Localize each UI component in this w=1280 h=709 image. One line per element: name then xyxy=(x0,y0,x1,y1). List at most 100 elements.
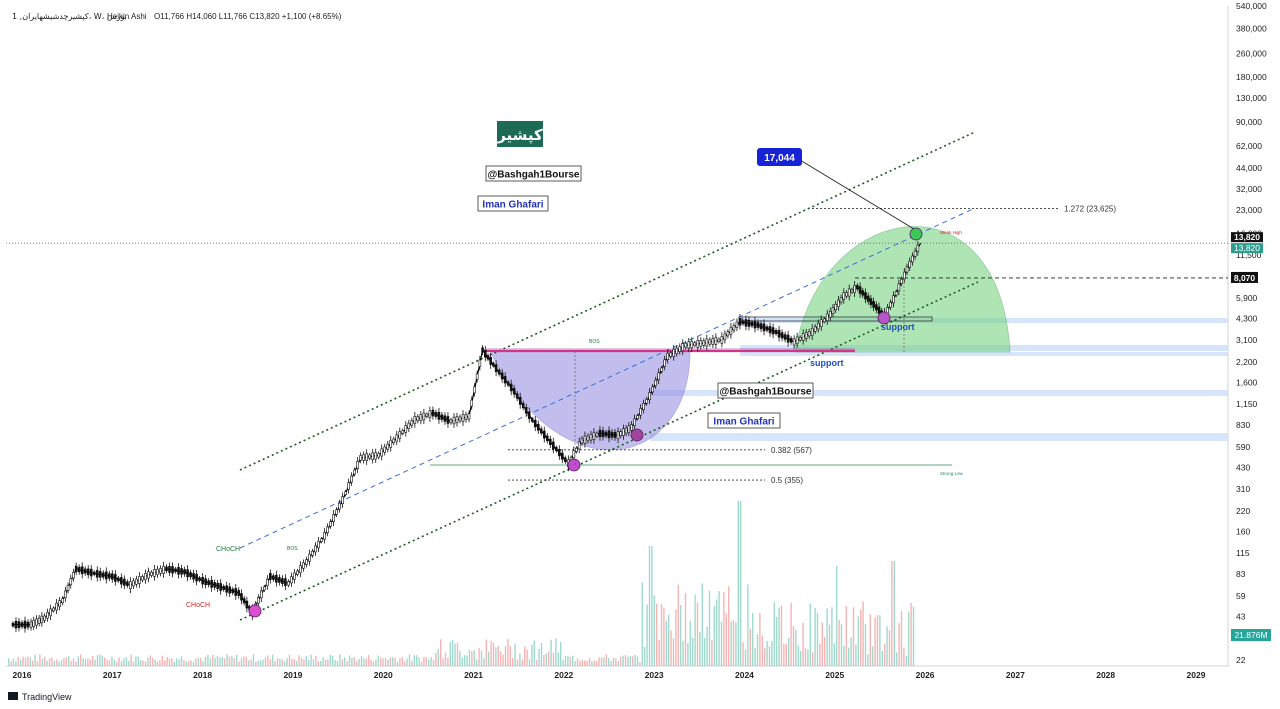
volume-bar xyxy=(39,654,41,666)
volume-bar xyxy=(852,607,855,666)
candle xyxy=(207,580,210,586)
author-tag: Iman Ghafari xyxy=(482,200,543,211)
candle xyxy=(681,343,685,352)
candle xyxy=(900,278,903,284)
volume-bar xyxy=(809,603,811,666)
candle xyxy=(518,396,522,405)
candle xyxy=(552,441,555,450)
volume-bar xyxy=(732,619,735,666)
candle xyxy=(353,469,356,475)
candle xyxy=(654,379,657,386)
volume-bar xyxy=(288,654,291,666)
candle xyxy=(114,574,117,582)
volume-bar xyxy=(749,628,751,666)
volume-bar xyxy=(370,660,372,666)
volume-bar xyxy=(387,660,389,666)
candle xyxy=(687,341,691,349)
volume-bar xyxy=(586,660,588,666)
price-series xyxy=(11,241,922,633)
volume-bar xyxy=(226,654,228,666)
candle xyxy=(413,415,417,424)
volume-bar xyxy=(420,661,423,666)
last-price-badge: 13,820 xyxy=(1234,243,1260,253)
volume-bar xyxy=(752,612,754,666)
volume-bar xyxy=(728,586,730,666)
volume-bar xyxy=(416,655,418,666)
structure-label: CHoCH xyxy=(216,546,240,553)
volume-bar xyxy=(147,657,149,666)
volume-bar xyxy=(348,655,351,666)
callout-badge[interactable] xyxy=(757,148,802,166)
candle xyxy=(693,342,697,347)
candle xyxy=(804,332,808,339)
volume-bar xyxy=(382,658,384,666)
volume-bar xyxy=(701,583,703,666)
candle xyxy=(828,310,832,318)
volume-bar xyxy=(644,646,646,666)
volume-bar xyxy=(442,658,444,666)
price-tick-label: 22 xyxy=(1236,655,1246,665)
volume-bar xyxy=(291,658,293,666)
volume-bar xyxy=(773,602,775,666)
candle xyxy=(642,403,645,410)
candle xyxy=(234,588,238,596)
volume-bar xyxy=(581,659,583,666)
volume-bar xyxy=(425,656,427,666)
volume-bar xyxy=(452,640,454,666)
candle xyxy=(58,600,61,607)
volume-bar xyxy=(80,654,82,666)
volume-bar xyxy=(533,640,535,666)
volume-bar xyxy=(108,660,111,666)
candle xyxy=(630,424,633,431)
volume-bar xyxy=(212,654,214,666)
box-4300 xyxy=(741,316,933,322)
candle xyxy=(329,521,332,527)
volume-bar xyxy=(521,659,523,666)
volume-bar xyxy=(694,594,696,666)
candle xyxy=(690,340,694,349)
volume-bar xyxy=(735,622,737,666)
candle xyxy=(762,323,766,332)
volume-bar xyxy=(279,658,281,666)
candle xyxy=(141,576,144,581)
candle xyxy=(162,565,165,574)
candle xyxy=(684,343,688,348)
volume-bar xyxy=(464,655,466,666)
volume-bar xyxy=(418,657,420,666)
volume-bar xyxy=(879,615,881,666)
candle xyxy=(768,326,772,334)
volume-bar xyxy=(610,660,612,666)
volume-bar xyxy=(356,661,358,666)
candle xyxy=(478,359,482,367)
volume-bar xyxy=(248,660,250,666)
candle xyxy=(831,307,835,314)
candle xyxy=(449,419,453,424)
author-tag: Iman Ghafari xyxy=(713,417,774,428)
volume-bar xyxy=(473,650,475,666)
volume-bar xyxy=(27,656,29,666)
volume-bar xyxy=(617,661,619,666)
price-tick-label: 4,300 xyxy=(1236,314,1258,324)
candle xyxy=(89,568,93,577)
volume-bar xyxy=(101,656,103,666)
volume-bar xyxy=(84,658,87,666)
volume-bar xyxy=(231,655,233,666)
candle xyxy=(120,577,123,585)
candle xyxy=(500,372,504,380)
volume-bar xyxy=(202,661,204,666)
volume-bar xyxy=(812,652,814,666)
candle xyxy=(129,581,132,589)
candle xyxy=(305,559,308,565)
candle xyxy=(627,425,631,433)
candle xyxy=(419,414,423,421)
volume-bar xyxy=(466,655,468,666)
time-tick-label: 2018 xyxy=(193,670,212,680)
price-tick-label: 11,500 xyxy=(1236,250,1262,260)
volume-bar xyxy=(353,657,355,666)
volume-bar xyxy=(408,654,411,666)
candle xyxy=(55,602,58,611)
volume-bar xyxy=(58,661,60,666)
volume-bar xyxy=(665,620,667,666)
volume-bar xyxy=(785,643,787,666)
